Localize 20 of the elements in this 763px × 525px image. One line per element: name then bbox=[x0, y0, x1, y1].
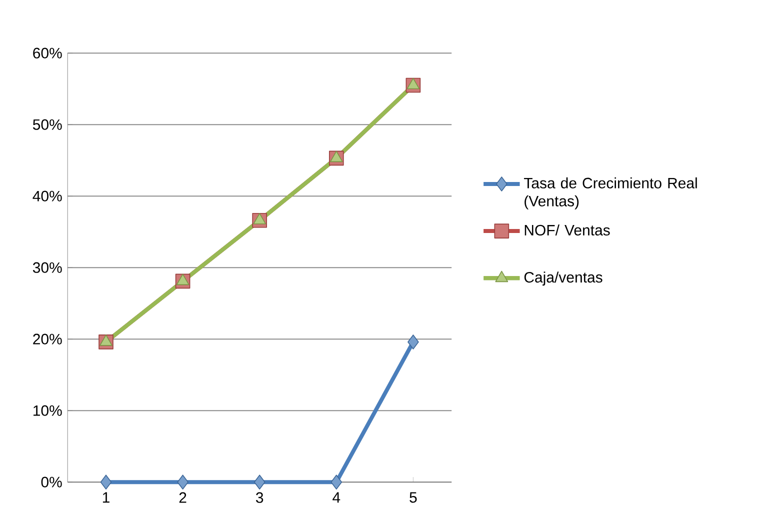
y-tick-label: 30% bbox=[32, 262, 62, 273]
x-tick-label: 1 bbox=[102, 492, 110, 503]
y-tick-label: 40% bbox=[32, 190, 62, 202]
x-tick-label: 3 bbox=[256, 492, 264, 503]
y-tick-label: 20% bbox=[33, 334, 62, 344]
point bbox=[254, 474, 266, 490]
x-tick-label: 4 bbox=[332, 492, 340, 503]
legend-label: Caja/ventas bbox=[524, 272, 602, 286]
y-tick-label: 10% bbox=[34, 405, 62, 416]
x-tick-label: 2 bbox=[179, 492, 186, 503]
point bbox=[330, 474, 342, 490]
x-tick-label: 5 bbox=[410, 492, 417, 503]
y-tick-label: 60% bbox=[33, 48, 62, 58]
y-tick-label: 0% bbox=[41, 476, 62, 488]
point bbox=[177, 474, 188, 490]
legend-label: NOF/ Ventas bbox=[524, 224, 610, 236]
point bbox=[100, 474, 112, 490]
legend-label: Tasa de Crecimiento Real (Ventas) bbox=[524, 177, 697, 210]
y-tick-label: 50% bbox=[32, 119, 62, 130]
point bbox=[408, 334, 419, 350]
